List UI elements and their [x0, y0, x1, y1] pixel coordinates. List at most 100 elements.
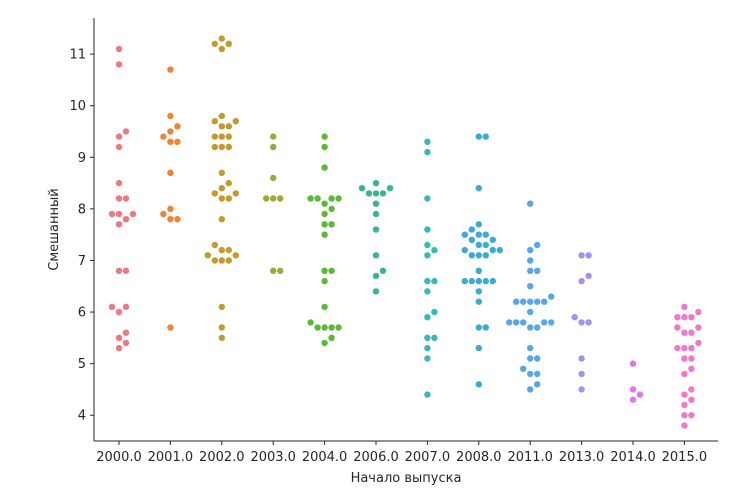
data-point — [218, 35, 225, 42]
data-point — [681, 422, 688, 429]
data-point — [379, 190, 387, 197]
data-point — [468, 277, 475, 285]
data-point — [424, 195, 431, 202]
data-point — [534, 267, 541, 274]
data-point — [688, 386, 695, 393]
x-tick-label: 2003.0 — [250, 450, 296, 465]
data-point — [424, 148, 431, 156]
data-point — [534, 355, 541, 362]
data-point — [232, 190, 239, 197]
data-point — [489, 236, 496, 243]
data-point — [314, 195, 321, 202]
data-point — [232, 118, 239, 125]
data-point — [475, 288, 482, 295]
data-point — [328, 267, 335, 274]
data-point — [211, 241, 218, 249]
data-point — [225, 179, 232, 187]
data-point — [225, 40, 232, 47]
data-point — [321, 164, 328, 171]
data-point — [629, 396, 637, 403]
data-point — [527, 246, 534, 254]
data-point — [636, 391, 644, 398]
x-tick-label: 2000.0 — [96, 450, 142, 465]
data-point — [321, 200, 328, 207]
data-point — [681, 401, 688, 409]
data-point — [218, 45, 225, 53]
data-point — [534, 298, 541, 305]
data-point — [688, 365, 695, 372]
data-point — [270, 195, 277, 202]
data-point — [372, 288, 380, 295]
data-point — [115, 344, 123, 352]
data-point — [115, 61, 123, 68]
y-axis-ticks: 4 5 6 7 8 9 10 11 — [69, 48, 94, 424]
data-point — [328, 195, 335, 202]
data-point — [461, 277, 468, 285]
data-point — [475, 185, 482, 192]
data-point — [527, 283, 534, 290]
data-point — [115, 267, 123, 274]
data-point — [372, 190, 380, 197]
y-tick-label: 11 — [69, 48, 86, 63]
data-point — [578, 370, 585, 378]
data-point — [629, 386, 637, 393]
data-point — [270, 143, 277, 151]
data-point — [424, 334, 431, 341]
data-point — [372, 252, 380, 259]
data-point — [314, 324, 321, 331]
data-point — [211, 133, 218, 140]
x-axis-label: Начало выпуска — [351, 471, 462, 486]
data-point — [475, 324, 482, 331]
data-point — [321, 339, 328, 347]
x-axis-ticks: 2000.0 2001.0 2002.0 2003.0 2004.0 2006.0 2007… — [96, 441, 707, 465]
data-point — [218, 257, 225, 264]
data-point — [475, 267, 482, 274]
data-point — [167, 169, 174, 176]
data-point — [372, 179, 380, 187]
data-point — [167, 216, 174, 223]
data-point — [328, 334, 335, 341]
data-point — [681, 391, 688, 398]
data-point — [218, 246, 225, 254]
data-point — [681, 329, 688, 336]
data-point — [321, 133, 328, 140]
data-point — [270, 174, 277, 182]
data-point — [379, 267, 387, 274]
data-point — [482, 133, 489, 140]
data-point — [688, 314, 695, 321]
data-point — [321, 231, 328, 238]
data-point — [218, 133, 225, 140]
data-point — [307, 319, 314, 326]
data-point — [482, 277, 489, 285]
data-point — [688, 412, 695, 419]
y-tick-label: 10 — [69, 99, 86, 114]
data-point — [489, 277, 496, 285]
data-point — [122, 329, 130, 336]
y-tick-label: 4 — [78, 409, 86, 424]
data-point — [695, 308, 702, 316]
data-point — [122, 339, 130, 347]
data-point — [424, 241, 431, 249]
x-tick-label: 2015.0 — [662, 450, 708, 465]
data-point — [232, 252, 239, 259]
data-point — [571, 314, 578, 321]
data-point — [424, 226, 431, 233]
data-point — [578, 277, 585, 285]
data-point — [475, 221, 482, 228]
data-point — [674, 324, 681, 331]
data-point — [108, 303, 116, 311]
data-point — [527, 344, 534, 352]
data-point — [225, 195, 232, 202]
data-point — [475, 252, 482, 259]
data-point — [328, 324, 335, 331]
data-point — [578, 386, 585, 393]
data-point — [541, 298, 548, 305]
data-point — [270, 133, 277, 140]
data-point — [513, 298, 520, 305]
data-point — [365, 190, 373, 197]
data-point — [541, 319, 548, 326]
x-tick-label: 2001.0 — [148, 450, 194, 465]
x-tick-label: 2011.0 — [507, 450, 553, 465]
data-point — [328, 221, 335, 228]
data-point — [424, 288, 431, 295]
